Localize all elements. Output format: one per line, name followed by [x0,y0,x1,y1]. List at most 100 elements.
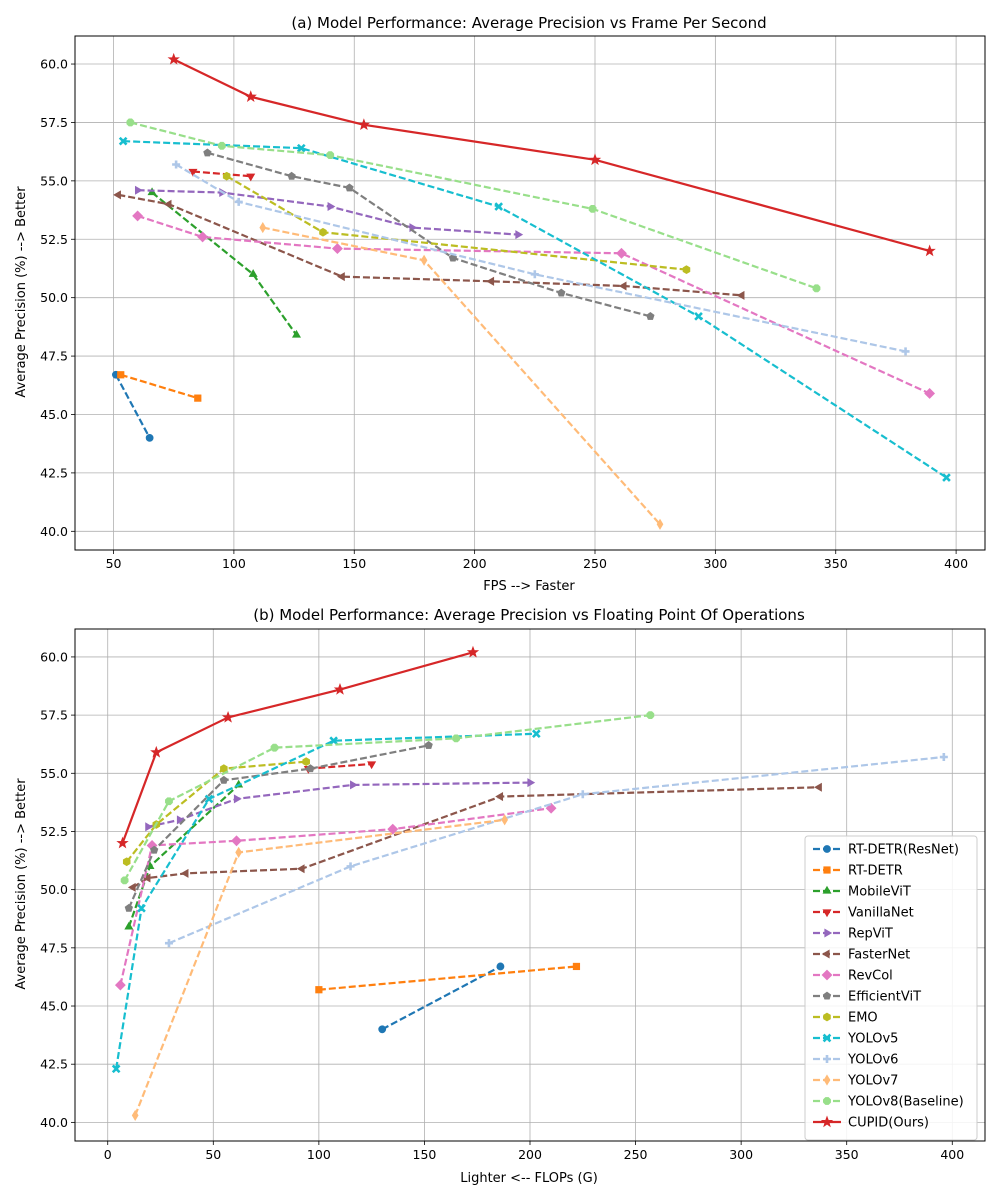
y-tick-label: 40.0 [40,524,68,539]
x-tick-label: 250 [583,556,607,571]
series-line [381,965,501,1031]
data-point [486,276,495,286]
y-tick-label: 42.5 [40,1057,68,1072]
data-point [270,743,279,752]
data-point [296,143,306,153]
legend-label: YOLOv8(Baseline) [847,1095,964,1110]
data-point [345,183,354,192]
legend-marker [823,866,831,874]
x-tick-label: 200 [518,1147,542,1162]
data-point [578,790,587,799]
x-tick-label: 50 [205,1147,221,1162]
series-line [120,373,199,400]
data-point [501,814,509,826]
legend: RT-DETR(ResNet) RT-DETR MobileViT VanillaNe… [804,835,978,1141]
series-yolov5 [118,136,951,482]
y-tick-label: 45.0 [40,999,68,1014]
data-point [452,734,461,743]
ticks-a: 50 100 150 200 250 300 350 400 40.0 42.5 45.0 47.5 5… [40,57,968,571]
legend-item: RT-DETR(ResNet) [813,843,959,858]
data-point [656,518,664,530]
data-point [939,753,948,761]
legend-marker [823,845,831,853]
data-point [113,190,121,200]
data-point [246,173,256,182]
data-point [172,160,181,169]
data-point [248,269,258,277]
legend-item: YOLOv5 [813,1032,898,1047]
x-tick-label: 400 [944,556,968,571]
chart-title-b: (b) Model Performance: Average Precision… [253,606,805,624]
series-rt-detr [315,962,581,994]
plot-frame-b [74,628,986,1142]
data-point [124,903,133,912]
data-point [306,764,315,773]
data-point [118,136,128,146]
series-rt-detr-resnet- [378,962,505,1034]
legend-marker [822,885,832,894]
series-emo [222,171,691,274]
x-tick-label: 400 [940,1147,964,1162]
data-point [287,171,296,180]
data-point [111,1064,121,1074]
series-line [207,151,651,318]
legend-item: FasterNet [813,948,910,963]
data-point [331,243,343,255]
data-point [646,311,655,320]
y-tick-label: 50.0 [40,882,68,897]
data-point [618,281,627,291]
series-line [123,714,651,881]
data-point [494,202,504,211]
y-tick-label: 45.0 [40,407,68,422]
data-point [291,329,301,338]
data-point [420,254,428,266]
data-point [814,782,822,792]
data-point [616,247,627,259]
legend-marker [824,928,833,938]
legend-label: RepViT [848,927,893,942]
series-yolov7 [259,221,664,530]
y-tick-label: 55.0 [40,173,68,188]
chart-title-a: (a) Model Performance: Average Precision… [291,14,766,32]
data-point [527,778,536,788]
series-line [168,755,944,945]
legend-marker [822,991,832,1000]
legend-item: MobileViT [813,885,911,900]
x-tick-label: 100 [222,556,246,571]
legend-label: FasterNet [848,948,910,963]
data-point [145,433,154,442]
data-point [296,864,305,874]
series-line [134,818,505,1116]
x-tick-label: 300 [703,556,727,571]
legend-marker [823,1097,831,1105]
data-point [378,1025,387,1034]
series-line [173,58,930,253]
y-tick-label: 57.5 [40,115,68,130]
x-tick-label: 50 [106,556,122,571]
data-point [163,199,172,209]
series-repvit [134,185,524,240]
data-point [117,371,125,379]
data-point [924,388,936,399]
legend-label: YOLOv6 [847,1053,898,1068]
legend-item: VanillaNet [813,906,914,921]
legend-item: RepViT [813,927,893,942]
data-point [116,836,129,849]
data-point [326,151,335,160]
data-point [167,52,180,65]
x-axis-label-b: Lighter <-- FLOPs (G) [460,1171,598,1186]
series-yolov8-baseline- [126,118,821,293]
series-line [308,762,372,770]
series-yolov7 [131,814,509,1121]
data-point [142,873,151,883]
series-line [262,226,661,526]
series-fasternet [113,190,745,300]
x-axis-label-a: FPS --> Faster [483,579,575,594]
data-point [124,921,134,930]
legend-label: EfficientViT [848,990,921,1005]
data-point [219,775,229,784]
x-tick-label: 150 [342,556,366,571]
series-line [192,170,251,178]
series-line [318,965,577,991]
legend-box [804,835,978,1141]
